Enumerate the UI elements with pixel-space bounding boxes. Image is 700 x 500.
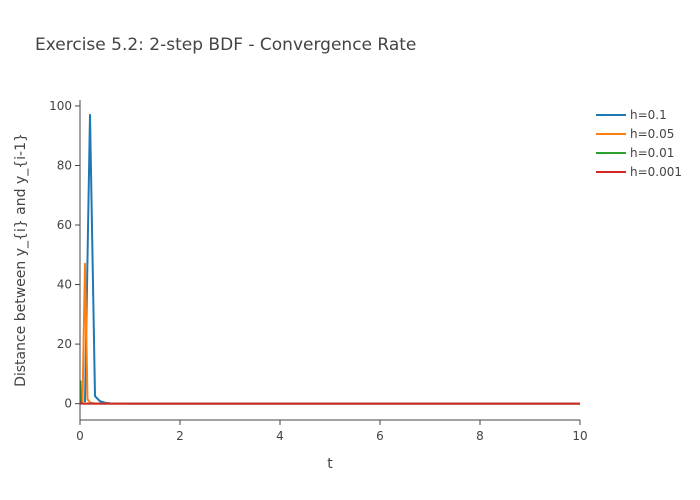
y-tick-label: 40 bbox=[57, 278, 72, 292]
legend-label: h=0.05 bbox=[630, 127, 674, 141]
series-line-h-0-01 bbox=[80, 380, 580, 405]
x-tick-label: 10 bbox=[572, 429, 587, 443]
legend-label: h=0.001 bbox=[630, 165, 682, 179]
y-axis-title: Distance between y_{i} and y_{i-1} bbox=[13, 133, 29, 387]
series-line-h-0-001 bbox=[80, 400, 580, 405]
x-tick-label: 8 bbox=[476, 429, 484, 443]
chart-title: Exercise 5.2: 2-step BDF - Convergence R… bbox=[35, 35, 416, 55]
series-line-h-0-1 bbox=[84, 113, 580, 405]
y-axis: 0 20 40 60 80 100 bbox=[49, 99, 81, 420]
y-tick-label: 80 bbox=[57, 158, 72, 172]
y-tick-label: 20 bbox=[57, 337, 72, 351]
y-tick-label: 100 bbox=[49, 99, 72, 113]
x-tick-label: 2 bbox=[176, 429, 184, 443]
y-tick-label: 0 bbox=[64, 397, 72, 411]
legend-item[interactable]: h=0.001 bbox=[596, 165, 682, 179]
x-axis-title: t bbox=[327, 456, 333, 472]
legend-label: h=0.1 bbox=[630, 108, 667, 122]
x-tick-label: 6 bbox=[376, 429, 384, 443]
x-tick-label: 0 bbox=[76, 429, 84, 443]
legend-label: h=0.01 bbox=[630, 146, 674, 160]
legend-item[interactable]: h=0.1 bbox=[596, 108, 667, 122]
x-axis: 0 2 4 6 8 10 bbox=[76, 419, 588, 443]
y-tick-label: 60 bbox=[57, 218, 72, 232]
plot-area bbox=[80, 113, 580, 405]
x-tick-label: 4 bbox=[276, 429, 284, 443]
legend-item[interactable]: h=0.05 bbox=[596, 127, 674, 141]
series-line-h-0-05 bbox=[81, 262, 580, 405]
legend[interactable]: h=0.1 h=0.05 h=0.01 h=0.001 bbox=[596, 108, 682, 179]
legend-item[interactable]: h=0.01 bbox=[596, 146, 674, 160]
